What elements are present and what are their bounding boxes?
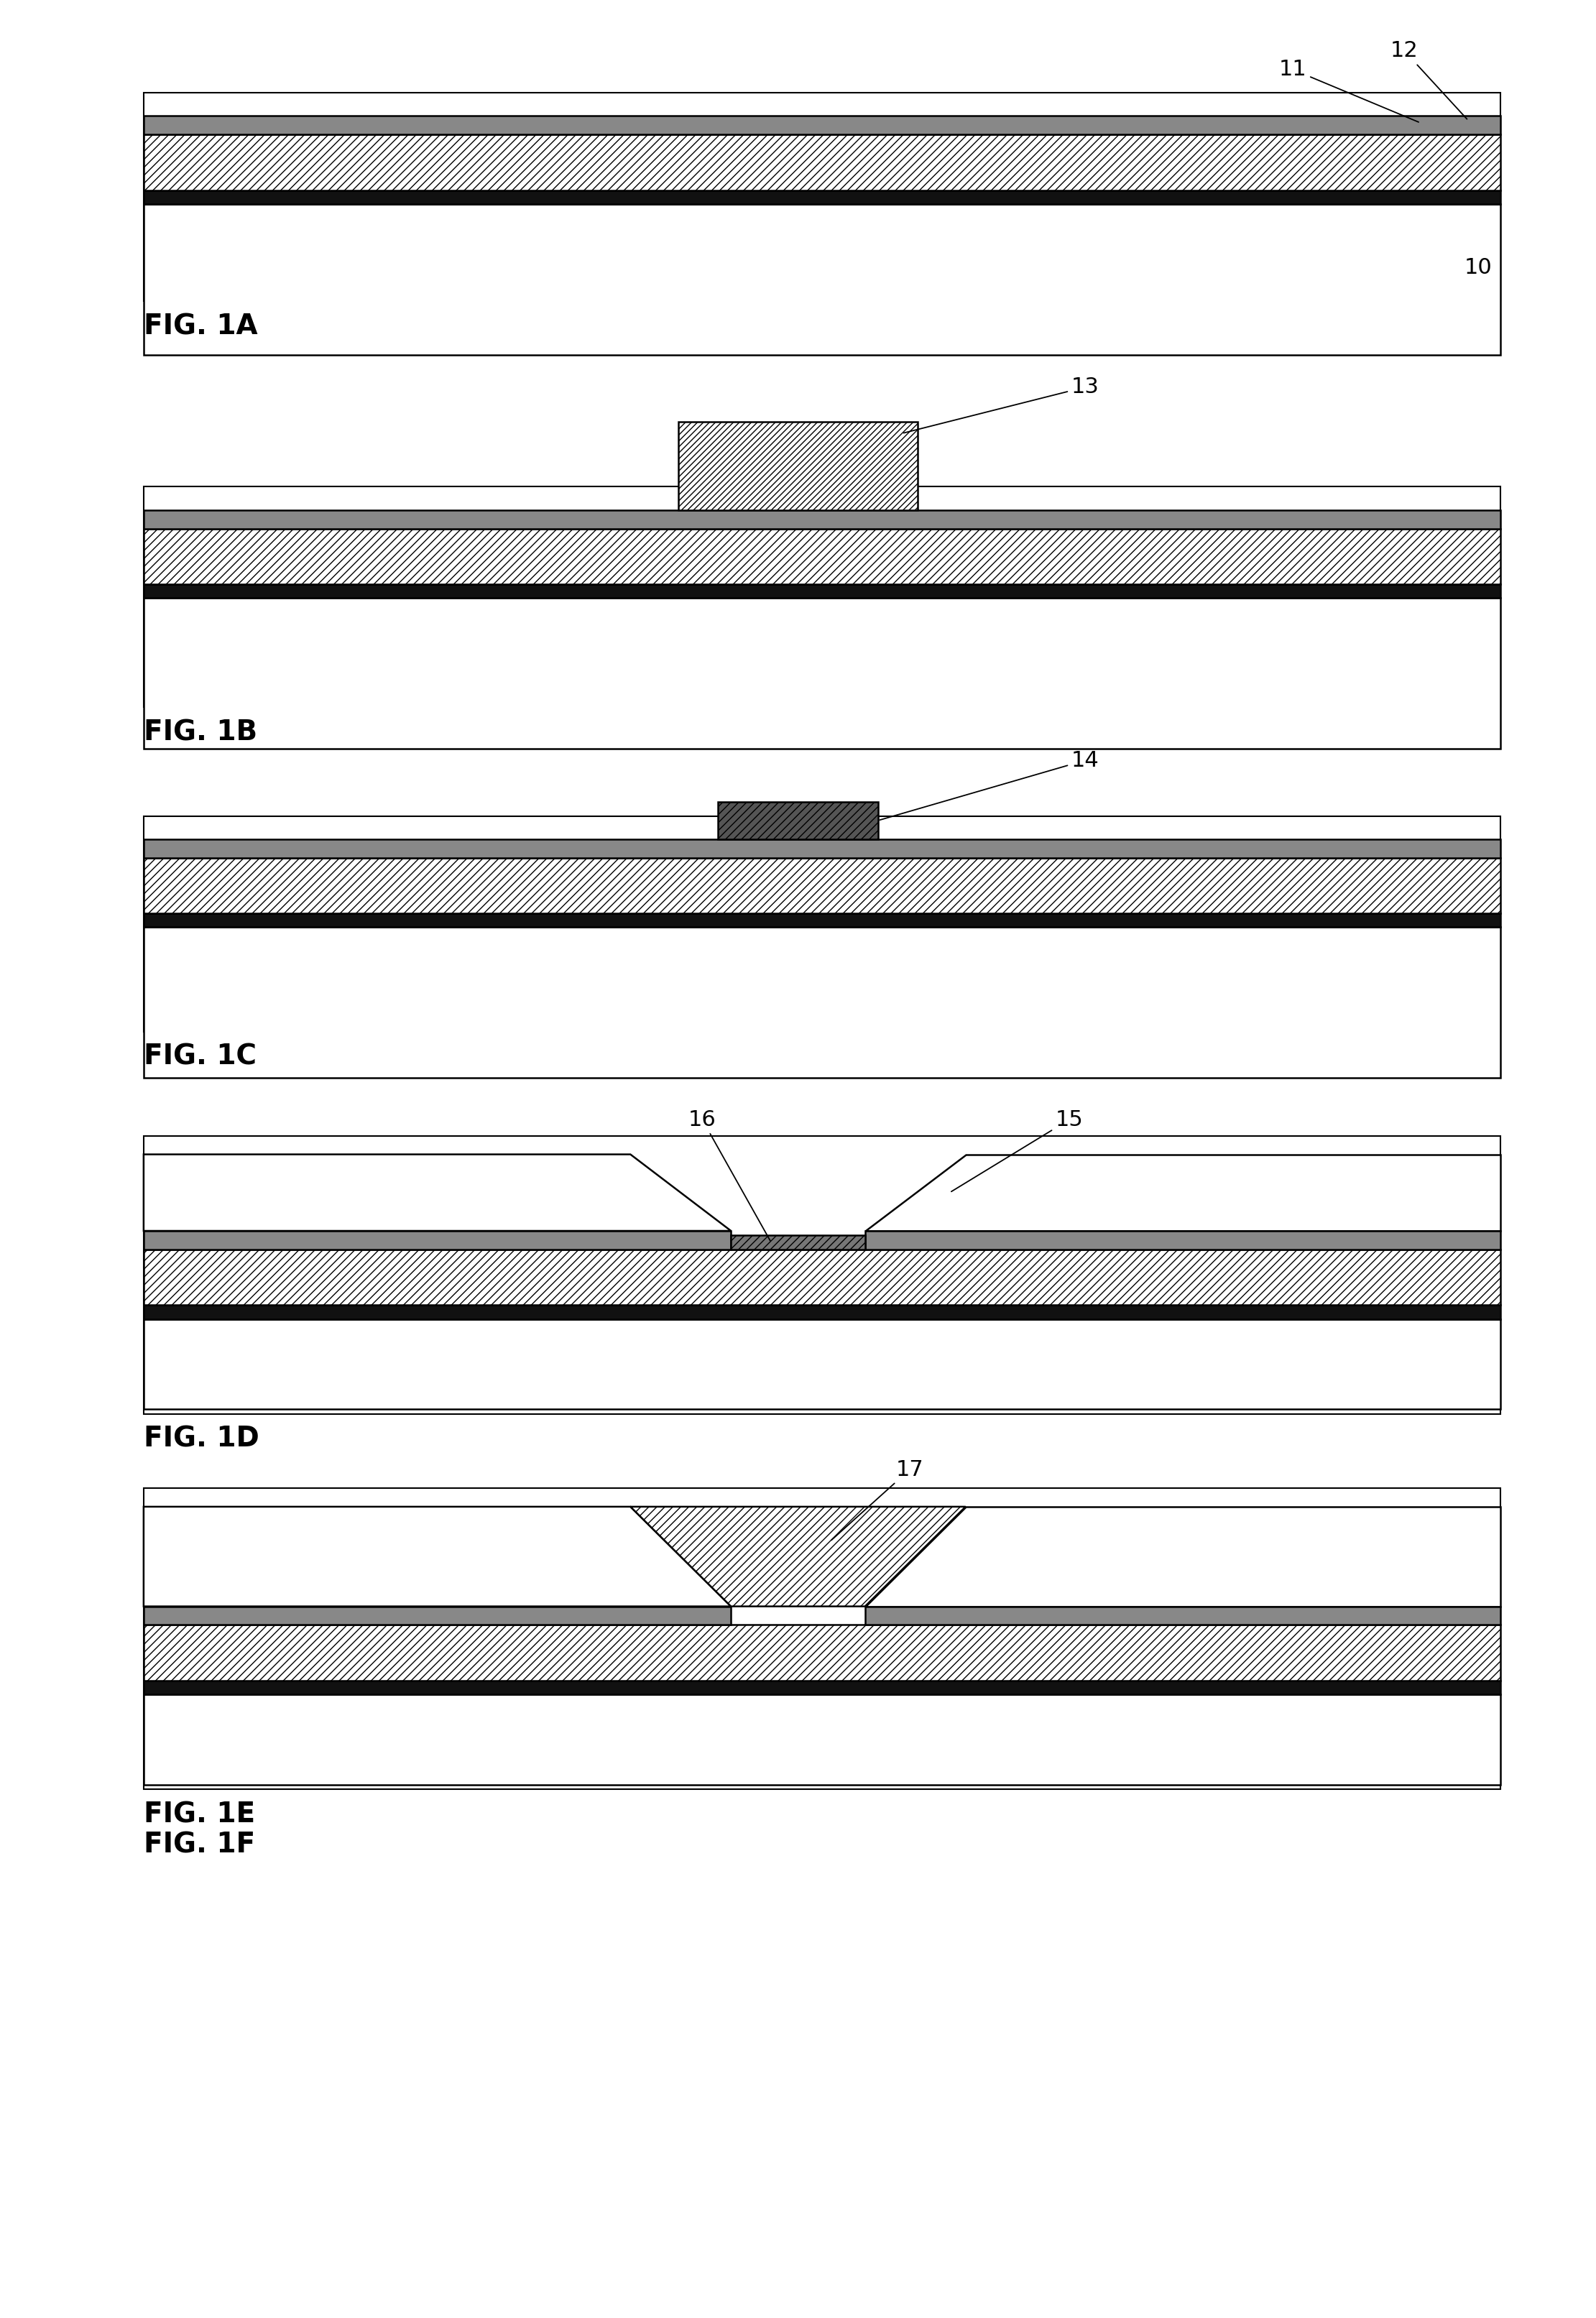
Polygon shape <box>144 1606 731 1625</box>
Text: FIG. 1D: FIG. 1D <box>144 1426 259 1453</box>
Polygon shape <box>144 839 1500 858</box>
Text: 15: 15 <box>951 1110 1084 1191</box>
Polygon shape <box>144 1319 1500 1409</box>
Polygon shape <box>144 927 1500 1078</box>
Polygon shape <box>144 1507 731 1606</box>
Polygon shape <box>678 422 918 510</box>
Polygon shape <box>144 1625 1500 1681</box>
Polygon shape <box>144 134 1500 190</box>
Polygon shape <box>144 584 1500 598</box>
Polygon shape <box>144 1305 1500 1319</box>
Polygon shape <box>144 93 1500 301</box>
Text: 10: 10 <box>1465 257 1492 278</box>
Polygon shape <box>144 487 1500 707</box>
Polygon shape <box>144 1694 1500 1785</box>
Polygon shape <box>144 1154 731 1231</box>
Polygon shape <box>144 816 1500 1032</box>
Polygon shape <box>865 1507 1500 1606</box>
Text: FIG. 1E: FIG. 1E <box>144 1801 255 1829</box>
Text: 13: 13 <box>903 378 1100 433</box>
Polygon shape <box>144 204 1500 355</box>
Polygon shape <box>144 1136 1500 1414</box>
Polygon shape <box>144 598 1500 749</box>
Polygon shape <box>731 1235 865 1249</box>
Text: FIG. 1B: FIG. 1B <box>144 719 257 746</box>
Text: FIG. 1A: FIG. 1A <box>144 313 257 341</box>
Polygon shape <box>144 510 1500 529</box>
Polygon shape <box>144 1231 731 1249</box>
Text: 12: 12 <box>1390 42 1467 118</box>
Polygon shape <box>865 1154 1500 1231</box>
Polygon shape <box>144 1249 1500 1305</box>
Polygon shape <box>718 802 878 839</box>
Polygon shape <box>865 1231 1500 1249</box>
Polygon shape <box>144 913 1500 927</box>
Polygon shape <box>865 1606 1500 1625</box>
Polygon shape <box>144 116 1500 134</box>
Text: FIG. 1C: FIG. 1C <box>144 1043 257 1071</box>
Polygon shape <box>144 1681 1500 1694</box>
Polygon shape <box>630 1507 966 1606</box>
Text: 17: 17 <box>832 1460 924 1539</box>
Polygon shape <box>144 529 1500 584</box>
Text: FIG. 1F: FIG. 1F <box>144 1831 255 1859</box>
Text: 11: 11 <box>1278 60 1419 123</box>
Text: 16: 16 <box>688 1110 771 1240</box>
Polygon shape <box>144 1488 1500 1789</box>
Text: 14: 14 <box>879 751 1100 821</box>
Polygon shape <box>144 190 1500 204</box>
Polygon shape <box>144 858 1500 913</box>
